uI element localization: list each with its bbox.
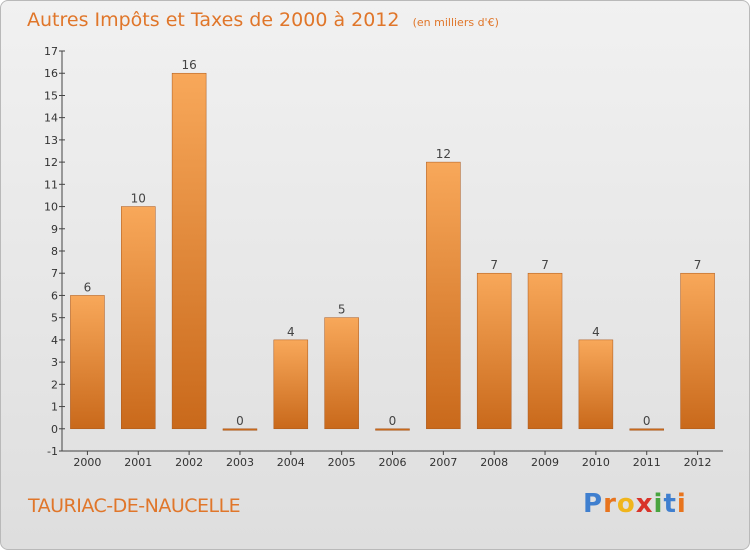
bar-value-label: 0 xyxy=(389,414,397,428)
y-tick-label: 4 xyxy=(51,334,58,347)
x-tick-label: 2012 xyxy=(684,456,712,469)
bar-value-label: 7 xyxy=(490,258,498,272)
bar xyxy=(70,295,105,430)
bar-value-label: 10 xyxy=(131,192,146,206)
y-tick-label: 0 xyxy=(51,423,58,436)
x-tick-label: 2008 xyxy=(480,456,508,469)
y-tick-label: 14 xyxy=(44,112,58,125)
y-tick-label: -1 xyxy=(47,445,58,458)
x-tick-label: 2001 xyxy=(124,456,152,469)
chart-title-text: Autres Impôts et Taxes de 2000 à 2012 xyxy=(27,9,400,31)
chart-unit-text: (en milliers d'€) xyxy=(412,16,499,29)
x-tick-label: 2005 xyxy=(328,456,356,469)
logo-letter: i xyxy=(676,489,687,519)
bar xyxy=(222,428,258,431)
y-tick-label: 10 xyxy=(44,201,58,214)
y-tick-label: 5 xyxy=(51,312,58,325)
x-tick-label: 2000 xyxy=(73,456,101,469)
bar xyxy=(171,72,207,430)
logo-letter: t xyxy=(663,489,677,519)
bar xyxy=(527,272,563,430)
y-tick-label: 15 xyxy=(44,89,58,102)
bar-value-label: 16 xyxy=(181,58,196,72)
bar xyxy=(324,317,359,430)
bar xyxy=(375,428,410,431)
commune-name: TAURIAC-DE-NAUCELLE xyxy=(28,495,241,517)
x-tick-label: 2010 xyxy=(582,456,610,469)
y-tick-label: 11 xyxy=(44,178,58,191)
x-tick-label: 2009 xyxy=(531,456,559,469)
proxiti-logo: Proxiti xyxy=(583,489,687,519)
bar-value-label: 4 xyxy=(592,325,600,339)
x-tick-label: 2003 xyxy=(226,456,254,469)
bar-value-label: 12 xyxy=(436,147,451,161)
bar xyxy=(680,272,715,430)
y-tick-label: 12 xyxy=(44,156,58,169)
y-tick-label: 7 xyxy=(51,267,58,280)
y-tick-label: 13 xyxy=(44,134,58,147)
logo-letter: x xyxy=(635,489,654,519)
y-tick-label: 3 xyxy=(51,356,58,369)
bar-value-label: 7 xyxy=(694,258,702,272)
bar xyxy=(629,428,664,431)
y-tick-label: 2 xyxy=(51,378,58,391)
bar xyxy=(273,339,309,430)
logo-letter: i xyxy=(653,489,664,519)
y-tick-label: 16 xyxy=(44,67,58,80)
x-tick-label: 2006 xyxy=(379,456,407,469)
bar xyxy=(426,161,461,430)
y-tick-label: 9 xyxy=(51,223,58,236)
x-tick-label: 2011 xyxy=(633,456,661,469)
bar-value-label: 5 xyxy=(338,303,346,317)
bar-value-label: 0 xyxy=(643,414,651,428)
chart-title: Autres Impôts et Taxes de 2000 à 2012 (e… xyxy=(27,9,499,31)
logo-letter: r xyxy=(603,489,617,519)
y-tick-label: 17 xyxy=(44,45,58,58)
x-tick-label: 2002 xyxy=(175,456,203,469)
bar xyxy=(476,272,512,430)
logo-letter: o xyxy=(616,489,636,519)
y-tick-label: 8 xyxy=(51,245,58,258)
bar-value-label: 6 xyxy=(84,280,92,294)
y-tick-label: 6 xyxy=(51,289,58,302)
logo-letter: P xyxy=(583,489,604,519)
y-tick-label: 1 xyxy=(51,401,58,414)
bar xyxy=(121,206,156,430)
bar-value-label: 7 xyxy=(541,258,549,272)
bar-value-label: 4 xyxy=(287,325,295,339)
bar xyxy=(578,339,614,430)
x-tick-label: 2004 xyxy=(277,456,305,469)
x-tick-label: 2007 xyxy=(429,456,457,469)
bar-value-label: 0 xyxy=(236,414,244,428)
